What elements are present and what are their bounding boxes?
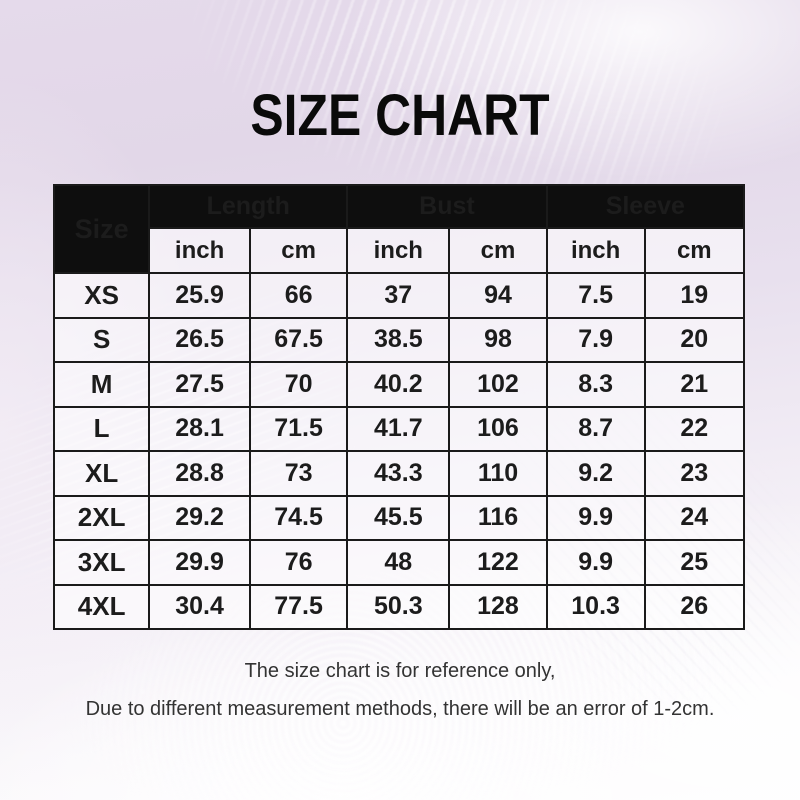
bust-cm-value: 122 [448,539,548,586]
size-label: 2XL [52,494,151,541]
unit-header-length-inch: inch [148,227,251,274]
length-cm-value: 71.5 [248,405,349,452]
table-row: M 27.5 70 40.2 102 8.3 21 [52,361,746,408]
column-group-length: Length [148,184,349,229]
size-label: 3XL [52,539,151,586]
table-row: S 26.5 67.5 38.5 98 7.9 20 [52,316,746,363]
length-cm-value: 74.5 [248,494,349,541]
sleeve-cm-value: 23 [643,450,746,497]
sleeve-inch-value: 9.9 [545,539,646,586]
length-inch-value: 27.5 [148,361,251,408]
sleeve-cm-value: 22 [643,405,746,452]
sleeve-inch-value: 8.3 [545,361,646,408]
page-title: SIZE CHART [250,83,550,148]
sleeve-cm-value: 26 [643,583,746,630]
size-label: M [52,361,151,408]
unit-header-sleeve-cm: cm [643,227,746,274]
bust-inch-value: 37 [346,272,451,319]
length-inch-value: 26.5 [148,316,251,363]
size-table: Size Length Bust Sleeve inch cm inch cm … [52,184,746,630]
bust-cm-value: 110 [448,450,548,497]
sleeve-inch-value: 9.9 [545,494,646,541]
bust-cm-value: 102 [448,361,548,408]
unit-header-bust-inch: inch [346,227,451,274]
bust-cm-value: 106 [448,405,548,452]
length-cm-value: 77.5 [248,583,349,630]
bust-inch-value: 43.3 [346,450,451,497]
length-inch-value: 25.9 [148,272,251,319]
bust-cm-value: 128 [448,583,548,630]
column-group-bust: Bust [346,184,548,229]
size-label: 4XL [52,583,151,630]
bust-cm-value: 94 [448,272,548,319]
unit-header-length-cm: cm [248,227,349,274]
bust-inch-value: 40.2 [346,361,451,408]
sleeve-cm-value: 20 [643,316,746,363]
size-label: S [52,316,151,363]
length-inch-value: 30.4 [148,583,251,630]
footnote-line-1: The size chart is for reference only, [244,660,556,682]
length-cm-value: 76 [248,539,349,586]
bust-inch-value: 41.7 [346,405,451,452]
table-header-row: Size Length Bust Sleeve [52,184,746,274]
table-row: L 28.1 71.5 41.7 106 8.7 22 [52,405,746,452]
sleeve-inch-value: 9.2 [545,450,646,497]
sleeve-cm-value: 21 [643,361,746,408]
length-inch-value: 28.1 [148,405,251,452]
unit-header-bust-cm: cm [448,227,548,274]
bust-inch-value: 48 [346,539,451,586]
footnote: The size chart is for reference only, Du… [0,652,800,728]
length-inch-value: 29.9 [148,539,251,586]
bust-cm-value: 116 [448,494,548,541]
bust-cm-value: 98 [448,316,548,363]
table-row: XL 28.8 73 43.3 110 9.2 23 [52,450,746,497]
sleeve-cm-value: 24 [643,494,746,541]
length-inch-value: 28.8 [148,450,251,497]
unit-header-sleeve-inch: inch [545,227,646,274]
table-row: XS 25.9 66 37 94 7.5 19 [52,272,746,319]
sleeve-inch-value: 10.3 [545,583,646,630]
bust-inch-value: 45.5 [346,494,451,541]
table-row: 3XL 29.9 76 48 122 9.9 25 [52,539,746,586]
table-row: 4XL 30.4 77.5 50.3 128 10.3 26 [52,583,746,630]
column-group-sleeve: Sleeve [545,184,746,229]
sleeve-inch-value: 7.5 [545,272,646,319]
sleeve-cm-value: 25 [643,539,746,586]
bust-inch-value: 50.3 [346,583,451,630]
length-cm-value: 66 [248,272,349,319]
size-label: XS [52,272,151,319]
length-cm-value: 73 [248,450,349,497]
length-inch-value: 29.2 [148,494,251,541]
length-cm-value: 70 [248,361,349,408]
size-label: L [52,405,151,452]
size-label: XL [52,450,151,497]
table-unit-row: inch cm inch cm inch cm [54,227,746,274]
footnote-line-2: Due to different measurement methods, th… [85,698,715,720]
length-cm-value: 67.5 [248,316,349,363]
table-row: 2XL 29.2 74.5 45.5 116 9.9 24 [52,494,746,541]
sleeve-cm-value: 19 [643,272,746,319]
sleeve-inch-value: 7.9 [545,316,646,363]
sleeve-inch-value: 8.7 [545,405,646,452]
column-header-size: Size [52,184,151,274]
bust-inch-value: 38.5 [346,316,451,363]
